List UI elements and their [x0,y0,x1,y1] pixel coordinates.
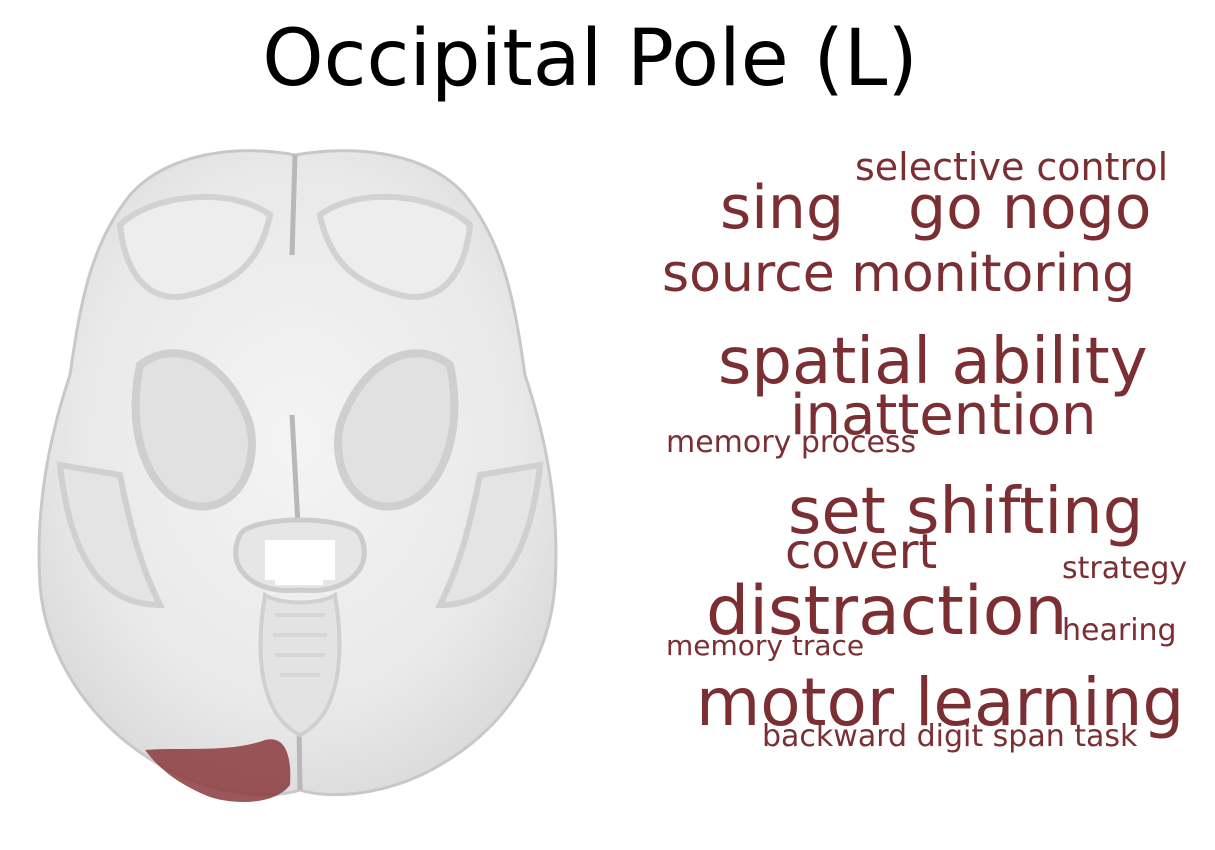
right-insula [334,349,459,511]
cloud-word: distraction [706,572,1068,651]
cloud-word: strategy [1062,551,1188,586]
frontal-lobe-left [116,193,274,300]
cerebellum [258,591,342,738]
left-insula [131,349,256,511]
cloud-word: backward digit span task [762,719,1138,754]
frontal-lobe-right [316,193,474,300]
term-word-cloud: selective control sing go nogo source mo… [640,130,1215,770]
cloud-word: motor learning [696,664,1185,741]
cloud-word: go nogo [908,173,1152,243]
figure-title: Occipital Pole (L) [262,14,918,104]
cloud-word: inattention [790,383,1097,448]
right-temporal [435,461,544,609]
cloud-word: covert [785,524,938,580]
cloud-word: set shifting [788,475,1144,549]
cloud-word: sing [720,173,845,243]
occipital-pole-left-region [145,739,291,802]
cloud-word: source monitoring [662,244,1136,304]
cloud-word: hearing [1062,613,1177,648]
cloud-word: selective control [855,145,1169,189]
left-temporal [56,461,165,609]
brain-axial-slice [37,149,558,802]
cloud-word: memory trace [666,629,865,662]
cloud-word: spatial ability [718,325,1148,399]
cloud-word: memory process [666,425,917,460]
